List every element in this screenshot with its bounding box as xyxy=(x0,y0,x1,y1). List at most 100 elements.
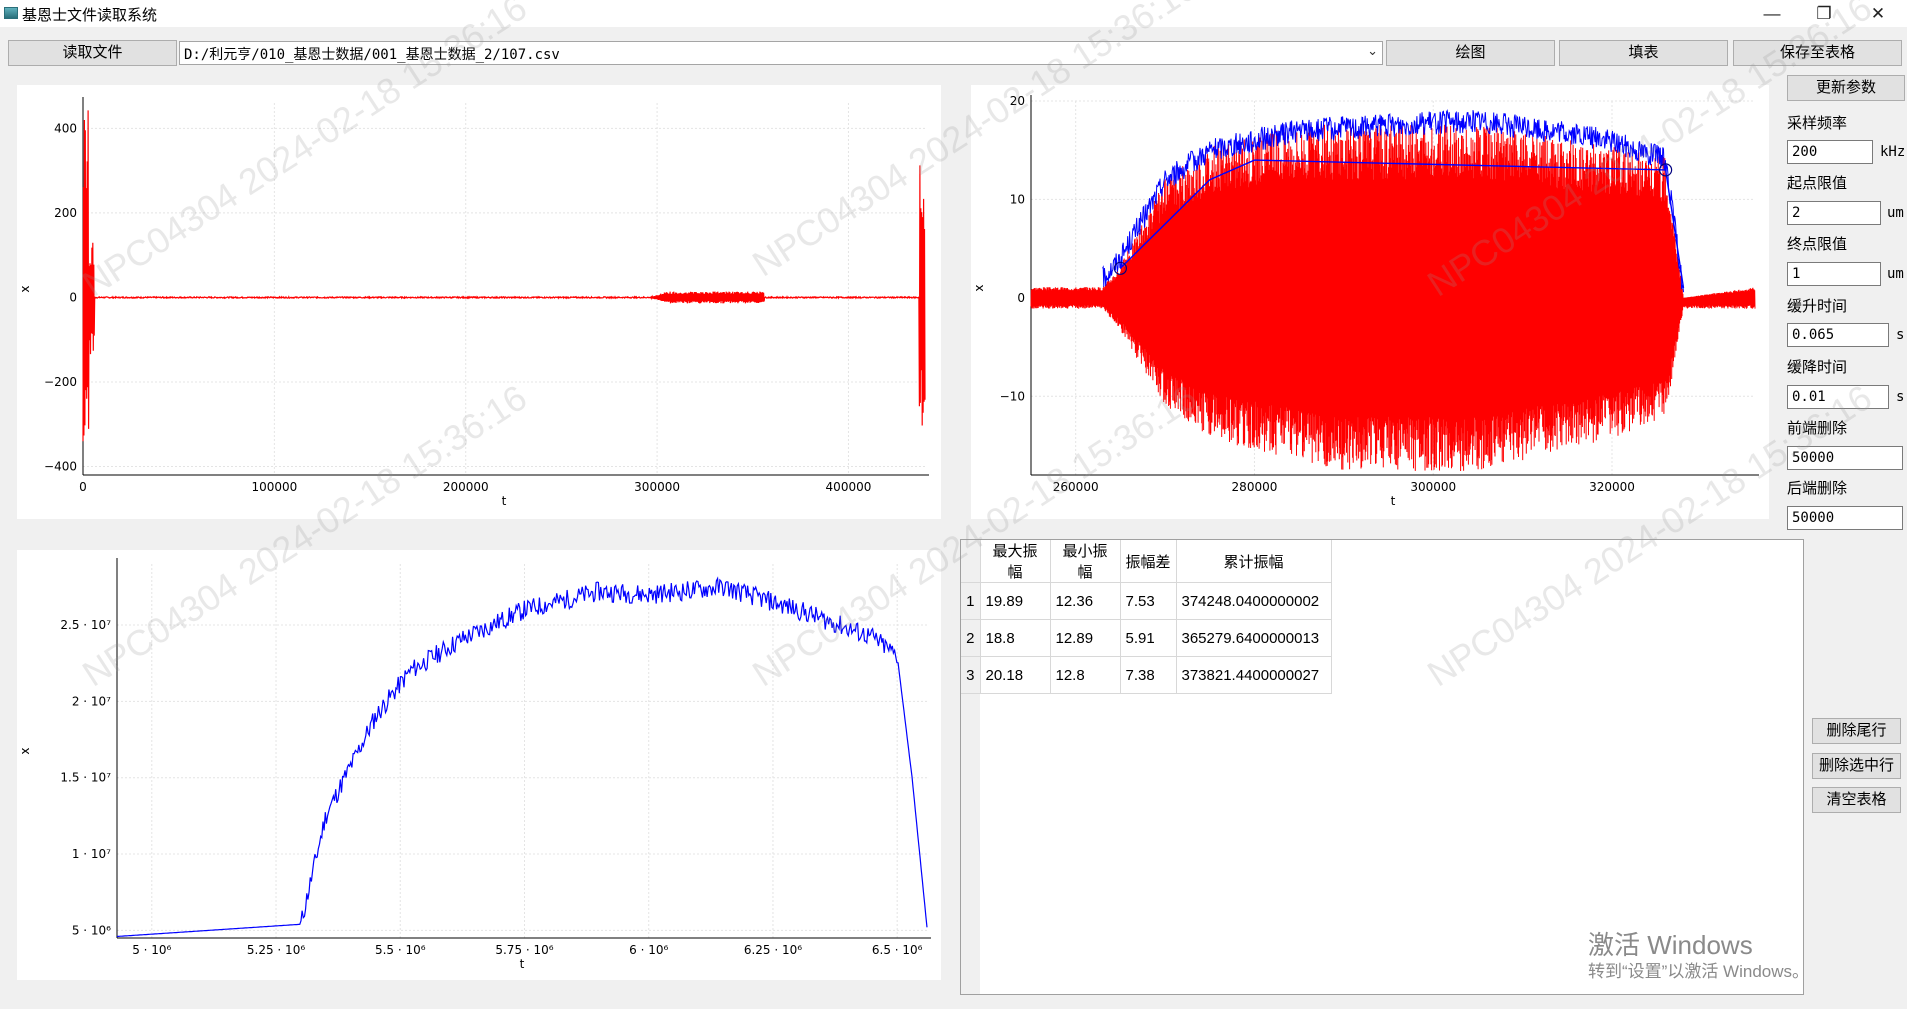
y-tick-label: −10 xyxy=(1000,389,1025,403)
fill-table-button[interactable]: 填表 xyxy=(1559,40,1728,66)
x-tick-label: 300000 xyxy=(1410,480,1456,494)
table-row[interactable]: 1 19.89 12.36 7.53 374248.0400000002 xyxy=(961,582,1332,620)
table-cell[interactable]: 373821.4400000027 xyxy=(1176,656,1332,694)
x-tick-label: 200000 xyxy=(443,480,489,494)
back-delete-label: 后端删除 xyxy=(1787,480,1848,497)
row-index[interactable]: 1 xyxy=(961,582,981,620)
table-cell[interactable]: 12.89 xyxy=(1050,619,1121,657)
x-tick-label: 5 · 10⁶ xyxy=(132,943,171,957)
x-tick-label: 400000 xyxy=(826,480,872,494)
sample-freq-input[interactable]: 200 xyxy=(1787,140,1873,164)
header-amplitude-diff[interactable]: 振幅差 xyxy=(1120,540,1177,583)
y-axis-label: x xyxy=(972,284,986,291)
save-to-table-button[interactable]: 保存至表格 xyxy=(1733,40,1902,66)
x-tick-label: 320000 xyxy=(1589,480,1635,494)
y-axis-label: x xyxy=(18,285,32,292)
y-tick-label: 400 xyxy=(54,121,77,135)
update-params-button[interactable]: 更新参数 xyxy=(1787,75,1905,101)
sample-freq-unit: kHz xyxy=(1880,144,1906,160)
activation-title: 激活 Windows xyxy=(1588,930,1753,960)
sample-freq-label: 采样频率 xyxy=(1787,115,1848,132)
app-window-icon xyxy=(4,7,18,19)
y-axis-label: x xyxy=(18,747,32,754)
end-limit-input[interactable]: 1 xyxy=(1787,262,1881,286)
table-cell[interactable]: 374248.0400000002 xyxy=(1176,582,1332,620)
y-tick-label: −200 xyxy=(44,375,77,389)
x-tick-label: 6.5 · 10⁶ xyxy=(872,943,923,957)
x-tick-label: 100000 xyxy=(251,480,297,494)
ramp-down-input[interactable]: 0.01 xyxy=(1787,385,1889,409)
plot-zoomed-signal[interactable]: 260000 280000 300000 320000 −10 0 10 20 t x xyxy=(971,85,1769,519)
back-delete-input[interactable]: 50000 xyxy=(1787,506,1903,530)
chart-envelope: 5 · 10⁶ 5.25 · 10⁶ 5.5 · 10⁶ 5.75 · 10⁶ 6 · … xyxy=(18,558,931,971)
chart-zoomed-signal: 260000 280000 300000 320000 −10 0 10 20 t x xyxy=(972,94,1759,508)
ramp-up-input[interactable]: 0.065 xyxy=(1787,323,1889,347)
table-cell[interactable]: 7.53 xyxy=(1120,582,1177,620)
front-delete-input[interactable]: 50000 xyxy=(1787,446,1903,470)
end-limit-label: 终点限值 xyxy=(1787,236,1848,253)
table-cell[interactable]: 7.38 xyxy=(1120,656,1177,694)
x-tick-label: 5.25 · 10⁶ xyxy=(247,943,305,957)
y-tick-label: 1.5 · 10⁷ xyxy=(60,771,111,785)
y-tick-label: 2.5 · 10⁷ xyxy=(60,618,111,632)
header-min-amplitude[interactable]: 最小振幅 xyxy=(1050,540,1121,583)
series-line xyxy=(82,110,926,442)
x-axis-label: t xyxy=(1391,494,1396,508)
row-index[interactable]: 3 xyxy=(961,656,981,694)
x-axis-label: t xyxy=(520,957,525,971)
y-tick-label: 200 xyxy=(54,206,77,220)
table-cell[interactable]: 5.91 xyxy=(1120,619,1177,657)
table-cell[interactable]: 18.8 xyxy=(980,619,1051,657)
y-tick-label: 0 xyxy=(69,290,77,304)
table-cell[interactable]: 12.36 xyxy=(1050,582,1121,620)
row-index[interactable]: 2 xyxy=(961,619,981,657)
x-tick-label: 260000 xyxy=(1053,480,1099,494)
file-path-text: D:/利元亨/010_基恩士数据/001_基恩士数据_2/107.csv xyxy=(184,47,560,63)
table-cell[interactable]: 20.18 xyxy=(980,656,1051,694)
y-tick-label: 0 xyxy=(1017,291,1025,305)
ramp-up-label: 缓升时间 xyxy=(1787,298,1848,315)
start-limit-input[interactable]: 2 xyxy=(1787,201,1881,225)
corner-cell[interactable] xyxy=(961,540,981,583)
minimize-icon[interactable]: — xyxy=(1763,4,1781,23)
y-tick-label: 10 xyxy=(1010,192,1025,206)
activation-subtitle: 转到“设置”以激活 Windows。 xyxy=(1588,962,1810,981)
table-cell[interactable]: 365279.6400000013 xyxy=(1176,619,1332,657)
end-limit-unit: um xyxy=(1887,266,1904,282)
clear-table-button[interactable]: 清空表格 xyxy=(1812,787,1901,813)
header-cumulative-amplitude[interactable]: 累计振幅 xyxy=(1176,540,1332,583)
plot-full-signal[interactable]: 0 100000 200000 300000 400000 −400 −200 0 200 400… xyxy=(17,85,941,519)
y-tick-label: 2 · 10⁷ xyxy=(72,694,111,708)
series-blue xyxy=(1102,109,1684,293)
x-tick-label: 0 xyxy=(79,480,87,494)
y-tick-label: 20 xyxy=(1010,94,1025,108)
ramp-down-unit: s xyxy=(1896,389,1905,405)
table-cell[interactable]: 12.8 xyxy=(1050,656,1121,694)
envelope-line xyxy=(1119,159,1685,289)
start-limit-unit: um xyxy=(1887,205,1904,221)
chevron-down-icon[interactable]: ⌄ xyxy=(1367,43,1378,58)
x-tick-label: 280000 xyxy=(1232,480,1278,494)
window-title: 基恩士文件读取系统 xyxy=(22,7,158,24)
plot-button[interactable]: 绘图 xyxy=(1386,40,1555,66)
table-row[interactable]: 3 20.18 12.8 7.38 373821.4400000027 xyxy=(961,656,1332,694)
x-tick-label: 6 · 10⁶ xyxy=(629,943,668,957)
result-table[interactable]: 最大振幅 最小振幅 振幅差 累计振幅 1 19.89 12.36 7.53 37… xyxy=(960,539,1804,995)
table-row[interactable]: 2 18.8 12.89 5.91 365279.6400000013 xyxy=(961,619,1332,657)
delete-last-row-button[interactable]: 删除尾行 xyxy=(1812,718,1901,744)
ramp-down-label: 缓降时间 xyxy=(1787,359,1848,376)
file-path-combobox[interactable]: D:/利元亨/010_基恩士数据/001_基恩士数据_2/107.csv ⌄ xyxy=(179,41,1383,65)
table-cell[interactable]: 19.89 xyxy=(980,582,1051,620)
header-max-amplitude[interactable]: 最大振幅 xyxy=(980,540,1051,583)
x-axis-label: t xyxy=(502,494,507,508)
read-file-button[interactable]: 读取文件 xyxy=(8,40,177,66)
series-line xyxy=(116,576,928,938)
close-icon[interactable]: ✕ xyxy=(1870,4,1886,23)
front-delete-label: 前端删除 xyxy=(1787,420,1848,437)
delete-selected-row-button[interactable]: 删除选中行 xyxy=(1812,753,1901,779)
x-tick-label: 5.75 · 10⁶ xyxy=(495,943,553,957)
start-limit-label: 起点限值 xyxy=(1787,175,1848,192)
restore-icon[interactable]: ❐ xyxy=(1816,4,1832,23)
plot-envelope[interactable]: 5 · 10⁶ 5.25 · 10⁶ 5.5 · 10⁶ 5.75 · 10⁶ 6 · … xyxy=(17,550,941,980)
result-grid[interactable]: 最大振幅 最小振幅 振幅差 累计振幅 1 19.89 12.36 7.53 37… xyxy=(961,540,1332,694)
